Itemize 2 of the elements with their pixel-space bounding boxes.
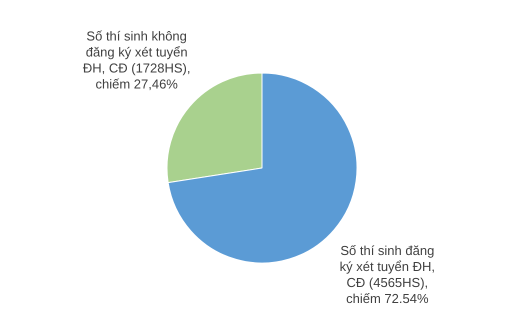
slice-label: Số thí sinh đăng ký xét tuyển ĐH, CĐ (4565HS), chiếm 72.54% (340, 242, 436, 306)
slice-label: Số thí sinh không đăng ký xét tuyển ĐH, CĐ (1728HS), chiếm 27,46% (82, 28, 190, 92)
